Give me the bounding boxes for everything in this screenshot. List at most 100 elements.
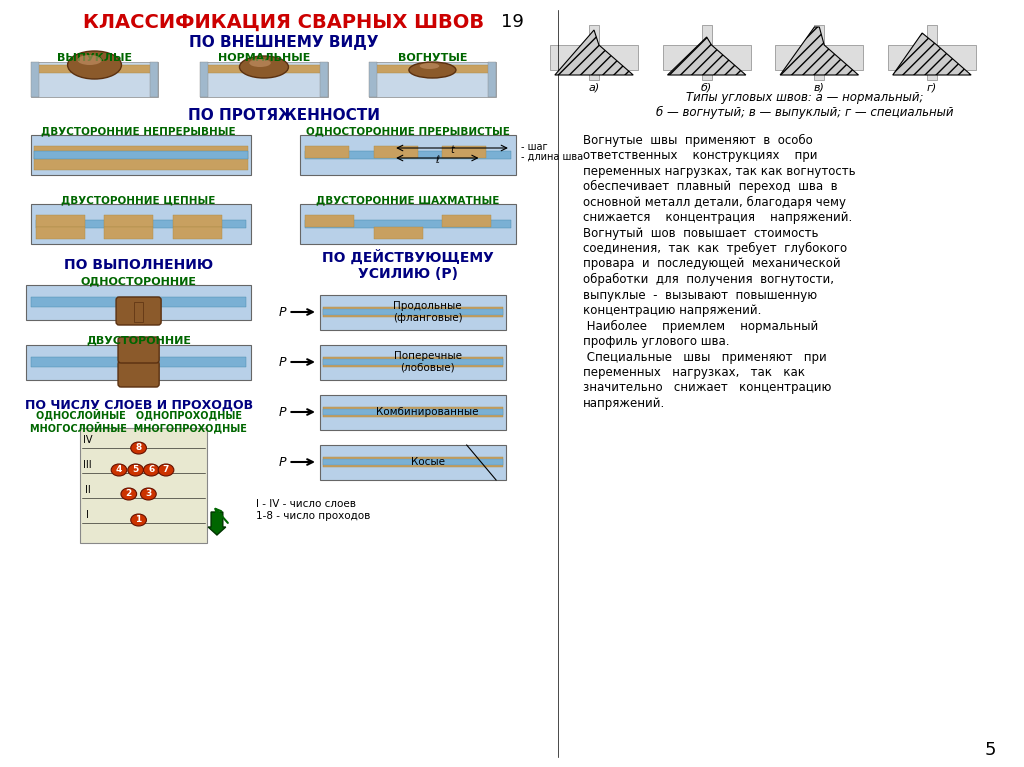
Bar bbox=[319, 295, 506, 330]
Ellipse shape bbox=[143, 464, 159, 476]
Text: P: P bbox=[279, 305, 287, 318]
Polygon shape bbox=[780, 27, 858, 75]
Polygon shape bbox=[893, 33, 971, 75]
Bar bbox=[323, 357, 503, 367]
Text: ДВУСТОРОННИЕ ШАХМАТНЫЕ: ДВУСТОРОННИЕ ШАХМАТНЫЕ bbox=[316, 195, 500, 205]
Ellipse shape bbox=[240, 56, 289, 78]
Text: выпуклые  -  вызывают  повышенную: выпуклые - вызывают повышенную bbox=[584, 288, 817, 301]
Text: ДВУСТОРОННИЕ: ДВУСТОРОННИЕ bbox=[86, 335, 191, 345]
Ellipse shape bbox=[131, 514, 146, 526]
Bar bbox=[36, 215, 85, 227]
Text: а): а) bbox=[589, 83, 600, 93]
Text: Специальные   швы   применяют   при: Специальные швы применяют при bbox=[584, 351, 827, 364]
FancyBboxPatch shape bbox=[116, 297, 161, 325]
Bar bbox=[80, 428, 207, 543]
Bar bbox=[134, 302, 143, 322]
Bar bbox=[300, 135, 516, 175]
Bar bbox=[323, 409, 503, 415]
Bar bbox=[374, 65, 492, 73]
Bar bbox=[374, 146, 418, 158]
Text: ОДНОСТОРОННИЕ: ОДНОСТОРОННИЕ bbox=[81, 276, 197, 286]
Text: ПО ВЫПОЛНЕНИЮ: ПО ВЫПОЛНЕНИЮ bbox=[65, 258, 213, 272]
Bar bbox=[305, 146, 349, 158]
Bar bbox=[305, 220, 511, 228]
Ellipse shape bbox=[112, 464, 127, 476]
Polygon shape bbox=[555, 30, 633, 75]
Text: ПО ПРОТЯЖЕННОСТИ: ПО ПРОТЯЖЕННОСТИ bbox=[187, 107, 380, 123]
Bar bbox=[173, 215, 222, 227]
Bar bbox=[888, 45, 976, 70]
Text: ОДНОСТОРОННИЕ ПРЕРЫВИСТЫЕ: ОДНОСТОРОННИЕ ПРЕРЫВИСТЫЕ bbox=[306, 126, 510, 136]
Ellipse shape bbox=[409, 62, 456, 78]
Text: 8: 8 bbox=[135, 443, 141, 453]
Text: провара  и  последующей  механической: провара и последующей механической bbox=[584, 258, 841, 271]
Text: t: t bbox=[451, 145, 454, 155]
Text: Продольные
(фланговые): Продольные (фланговые) bbox=[393, 301, 463, 323]
Bar bbox=[26, 345, 251, 380]
Bar bbox=[319, 445, 506, 480]
Bar bbox=[374, 227, 423, 239]
Bar bbox=[319, 62, 328, 97]
Text: ДВУСТОРОННИЕ НЕПРЕРЫВНЫЕ: ДВУСТОРОННИЕ НЕПРЕРЫВНЫЕ bbox=[41, 126, 236, 136]
Ellipse shape bbox=[420, 63, 439, 69]
Text: ОДНОСЛОЙНЫЕ   ОДНОПРОХОДНЫЕ
МНОГОСЛОЙНЫЕ  МНОГОПРОХОДНЫЕ: ОДНОСЛОЙНЫЕ ОДНОПРОХОДНЫЕ МНОГОСЛОЙНЫЕ М… bbox=[30, 408, 247, 433]
Bar bbox=[173, 227, 222, 239]
Text: в): в) bbox=[814, 83, 824, 93]
Text: ДВУСТОРОННИЕ ЦЕПНЫЕ: ДВУСТОРОННИЕ ЦЕПНЫЕ bbox=[61, 195, 216, 205]
Bar bbox=[701, 25, 712, 80]
Bar bbox=[104, 215, 154, 227]
Bar bbox=[369, 62, 377, 97]
Text: ответственных    конструкциях    при: ответственных конструкциях при bbox=[584, 149, 818, 162]
Bar bbox=[36, 220, 247, 228]
Bar bbox=[323, 407, 503, 417]
Bar bbox=[323, 359, 503, 365]
Bar bbox=[319, 345, 506, 380]
Text: Комбинированные: Комбинированные bbox=[376, 407, 479, 417]
Text: - шаг: - шаг bbox=[520, 142, 547, 152]
Text: 6: 6 bbox=[148, 466, 155, 475]
Bar bbox=[31, 135, 251, 175]
Text: ℓ: ℓ bbox=[435, 155, 439, 165]
Polygon shape bbox=[668, 37, 745, 75]
Text: соединения,  так  как  требует  глубокого: соединения, так как требует глубокого bbox=[584, 242, 848, 255]
Bar bbox=[104, 227, 154, 239]
Text: Косые: Косые bbox=[411, 457, 444, 467]
Ellipse shape bbox=[78, 55, 101, 65]
Ellipse shape bbox=[131, 442, 146, 454]
Bar bbox=[34, 158, 248, 170]
Bar bbox=[31, 62, 158, 97]
Bar bbox=[205, 65, 323, 73]
Ellipse shape bbox=[249, 59, 270, 67]
Bar bbox=[31, 204, 251, 244]
Text: напряжений.: напряжений. bbox=[584, 397, 666, 410]
Text: переменных   нагрузках,   так   как: переменных нагрузках, так как bbox=[584, 366, 805, 379]
Bar bbox=[442, 215, 492, 227]
Bar bbox=[31, 62, 39, 97]
FancyBboxPatch shape bbox=[118, 361, 159, 387]
Bar bbox=[34, 151, 248, 159]
Bar bbox=[323, 459, 503, 465]
Bar bbox=[488, 62, 496, 97]
Ellipse shape bbox=[68, 51, 122, 79]
Text: Вогнутый  шов  повышает  стоимость: Вогнутый шов повышает стоимость bbox=[584, 226, 819, 239]
Text: основной металл детали, благодаря чему: основной металл детали, благодаря чему bbox=[584, 196, 846, 209]
Text: ПО ЧИСЛУ СЛОЕВ И ПРОХОДОВ: ПО ЧИСЛУ СЛОЕВ И ПРОХОДОВ bbox=[25, 399, 253, 412]
Ellipse shape bbox=[140, 488, 157, 500]
Text: обработки  для  получения  вогнутости,: обработки для получения вогнутости, bbox=[584, 273, 835, 286]
Text: ВЫПУКЛЫЕ: ВЫПУКЛЫЕ bbox=[57, 53, 132, 63]
Bar bbox=[589, 25, 599, 80]
Bar bbox=[36, 227, 85, 239]
Bar bbox=[305, 215, 354, 227]
Bar bbox=[663, 45, 751, 70]
Text: Вогнутые  швы  применяют  в  особо: Вогнутые швы применяют в особо bbox=[584, 133, 813, 146]
Text: II: II bbox=[85, 485, 90, 495]
Bar bbox=[323, 457, 503, 467]
Bar bbox=[442, 146, 486, 158]
Text: 1: 1 bbox=[135, 515, 141, 525]
Text: Наиболее    приемлем    нормальный: Наиболее приемлем нормальный bbox=[584, 319, 818, 333]
Bar bbox=[927, 25, 937, 80]
Bar bbox=[300, 204, 516, 244]
Text: 2: 2 bbox=[126, 489, 132, 499]
Text: 19: 19 bbox=[501, 13, 524, 31]
Bar bbox=[201, 62, 208, 97]
